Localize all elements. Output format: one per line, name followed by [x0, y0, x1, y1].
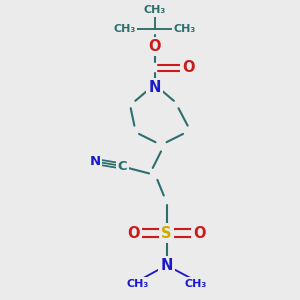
Text: S: S	[161, 226, 172, 241]
Text: CH₃: CH₃	[127, 279, 149, 289]
Text: CH₃: CH₃	[113, 24, 135, 34]
Text: N: N	[160, 258, 173, 273]
Text: N: N	[148, 80, 161, 95]
Text: O: O	[182, 60, 195, 75]
Text: CH₃: CH₃	[185, 279, 207, 289]
Text: O: O	[127, 226, 140, 241]
Text: CH₃: CH₃	[143, 5, 166, 15]
Text: O: O	[194, 226, 206, 241]
Text: N: N	[89, 155, 100, 168]
Text: C: C	[118, 160, 127, 172]
Text: O: O	[148, 39, 161, 54]
Text: CH₃: CH₃	[174, 24, 196, 34]
